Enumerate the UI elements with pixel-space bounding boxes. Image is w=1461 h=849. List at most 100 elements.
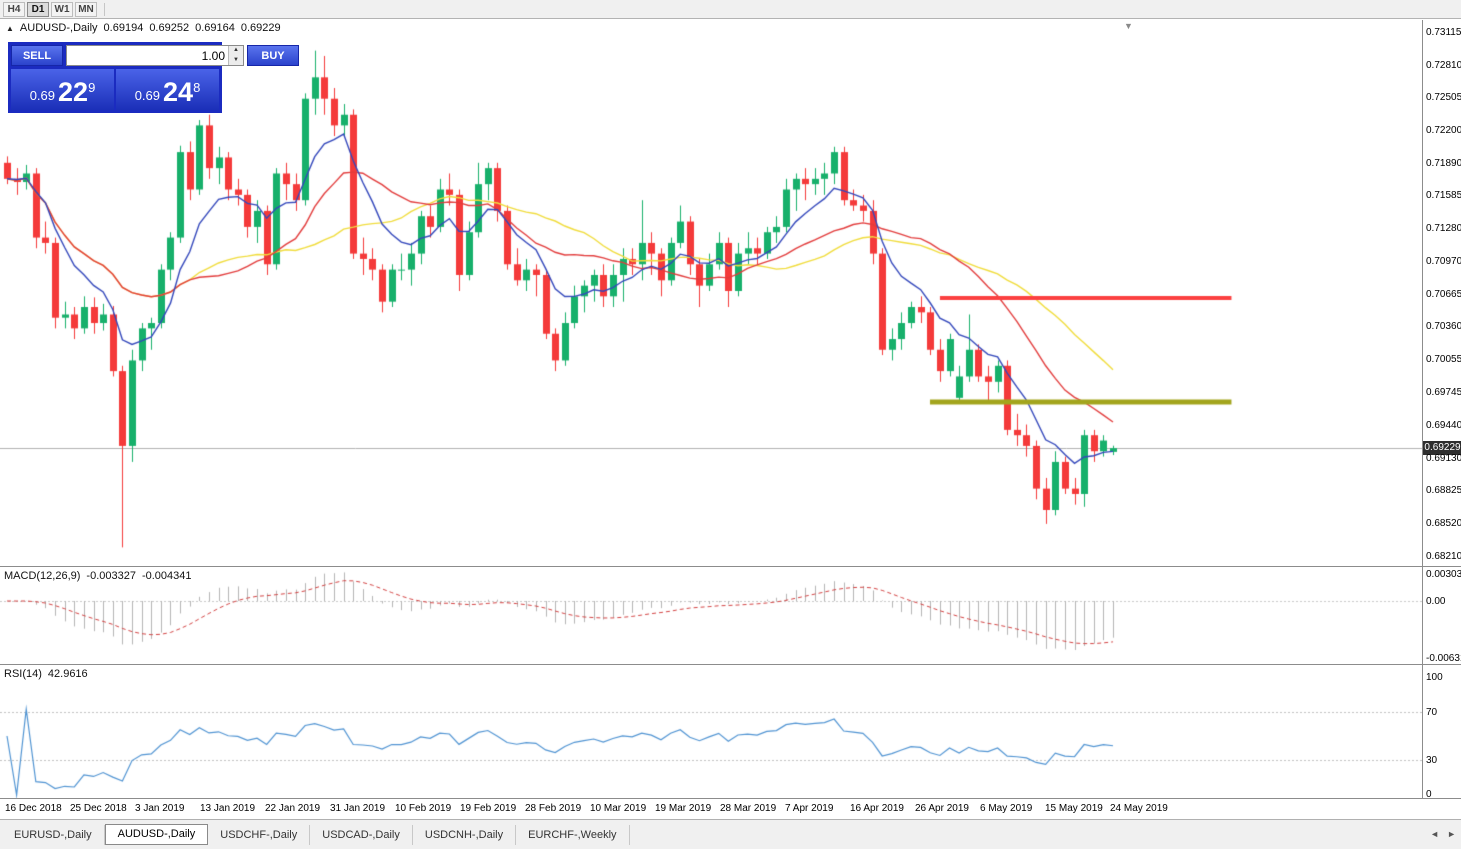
chart-close-value: 0.69229 xyxy=(240,22,281,34)
macd-name: MACD(12,26,9) xyxy=(4,570,81,582)
date-axis-label: 26 Apr 2019 xyxy=(915,803,969,814)
rsi-axis-30: 30 xyxy=(1426,755,1438,766)
volume-up-icon[interactable]: ▲ xyxy=(229,46,243,56)
volume-stepper[interactable]: ▲ ▼ xyxy=(66,45,244,66)
price-axis-label: 0.70970 xyxy=(1426,256,1461,268)
date-axis-label: 24 May 2019 xyxy=(1110,803,1168,814)
buy-price-pipette: 8 xyxy=(193,80,201,95)
date-axis-label: 28 Mar 2019 xyxy=(720,803,777,814)
price-axis-label: 0.72505 xyxy=(1426,92,1461,104)
price-axis-label: 0.73115 xyxy=(1426,27,1461,38)
macd-signal-value: -0.004341 xyxy=(141,570,192,582)
candlestick-chart[interactable] xyxy=(0,20,1422,566)
buy-price-display[interactable]: 0.69 24 8 xyxy=(116,69,219,110)
price-axis-label: 0.71280 xyxy=(1426,223,1461,235)
price-axis-label: 0.70360 xyxy=(1426,321,1461,333)
price-axis-label: 0.71890 xyxy=(1426,157,1461,169)
macd-axis-min: -0.006311 xyxy=(1426,653,1461,664)
chart-high-value: 0.69252 xyxy=(149,22,190,34)
main-macd-splitter[interactable] xyxy=(0,566,1461,567)
date-axis-label: 19 Mar 2019 xyxy=(655,803,712,814)
chart-ohlc-header: ▲ AUDUSD-,Daily 0.69194 0.69252 0.69164 … xyxy=(6,22,281,34)
tab-usdcad-daily[interactable]: USDCAD-,Daily xyxy=(310,825,413,845)
rsi-axis-100: 100 xyxy=(1426,672,1443,683)
tabs-scroll-left-icon[interactable]: ◄ xyxy=(1430,829,1440,839)
date-axis-label: 7 Apr 2019 xyxy=(785,803,834,814)
macd-axis-zero: 0.00 xyxy=(1426,596,1446,607)
rsi-axis-0: 0 xyxy=(1426,789,1432,800)
tabs-scroll-right-icon[interactable]: ► xyxy=(1447,829,1456,839)
chart-autoscroll-icon[interactable]: ▼ xyxy=(1124,21,1133,31)
buy-button[interactable]: BUY xyxy=(247,45,299,66)
buy-price-base: 0.69 xyxy=(134,88,161,103)
timeframe-d1-button[interactable]: D1 xyxy=(27,1,49,17)
date-axis-label: 10 Mar 2019 xyxy=(590,803,647,814)
price-axis-divider xyxy=(1422,20,1423,799)
window-bottom-bar: EURUSD-,Daily AUDUSD-,Daily USDCHF-,Dail… xyxy=(0,819,1461,849)
date-axis-label: 31 Jan 2019 xyxy=(330,803,386,814)
chart-low-value: 0.69164 xyxy=(195,22,235,34)
date-axis-label: 19 Feb 2019 xyxy=(460,803,517,814)
macd-indicator-panel[interactable] xyxy=(0,567,1422,664)
one-click-trading-panel: SELL ▲ ▼ BUY 0.69 22 9 0.69 24 8 xyxy=(8,42,299,113)
tab-usdchf-daily[interactable]: USDCHF-,Daily xyxy=(208,825,311,845)
date-axis-label: 28 Feb 2019 xyxy=(525,803,582,814)
macd-axis-max: 0.003035 xyxy=(1426,569,1461,580)
price-axis-label: 0.71585 xyxy=(1426,190,1461,202)
sell-price-base: 0.69 xyxy=(29,88,56,103)
chart-open-value: 0.69194 xyxy=(103,22,144,34)
price-axis-label: 0.68210 xyxy=(1426,551,1461,562)
date-axis-label: 16 Dec 2018 xyxy=(5,803,62,814)
chart-tabs: EURUSD-,Daily AUDUSD-,Daily USDCHF-,Dail… xyxy=(2,824,630,845)
tab-audusd-daily[interactable]: AUDUSD-,Daily xyxy=(104,824,209,845)
rsi-label: RSI(14) 42.9616 xyxy=(4,668,88,680)
tab-eurchf-weekly[interactable]: EURCHF-,Weekly xyxy=(516,825,630,845)
price-axis-label: 0.68825 xyxy=(1426,485,1461,497)
date-axis-label: 3 Jan 2019 xyxy=(135,803,185,814)
macd-rsi-splitter[interactable] xyxy=(0,664,1461,665)
date-axis-label: 16 Apr 2019 xyxy=(850,803,904,814)
date-axis-label: 22 Jan 2019 xyxy=(265,803,321,814)
tab-usdcnh-daily[interactable]: USDCNH-,Daily xyxy=(413,825,517,845)
rsi-name: RSI(14) xyxy=(4,668,42,680)
chart-symbol-label: AUDUSD-,Daily xyxy=(19,22,98,34)
macd-label: MACD(12,26,9) -0.003327 -0.004341 xyxy=(4,570,192,582)
price-axis-label: 0.72810 xyxy=(1426,59,1461,71)
volume-spinner[interactable]: ▲ ▼ xyxy=(228,46,243,65)
timeframe-mn-button[interactable]: MN xyxy=(75,1,97,17)
bid-price-tag: 0.69229 xyxy=(1423,441,1461,456)
chart-axis-divider xyxy=(0,798,1461,799)
timeframe-toolbar: H4 D1 W1 MN xyxy=(0,0,1461,19)
volume-down-icon[interactable]: ▼ xyxy=(229,55,243,65)
price-axis-label: 0.70665 xyxy=(1426,288,1461,300)
price-axis-label: 0.68520 xyxy=(1426,517,1461,529)
date-axis-label: 15 May 2019 xyxy=(1045,803,1103,814)
rsi-value: 42.9616 xyxy=(47,668,88,680)
date-axis-label: 25 Dec 2018 xyxy=(70,803,127,814)
price-axis-label: 0.69440 xyxy=(1426,419,1461,431)
sell-button[interactable]: SELL xyxy=(11,45,63,66)
date-axis-label: 13 Jan 2019 xyxy=(200,803,256,814)
tab-eurusd-daily[interactable]: EURUSD-,Daily xyxy=(2,825,105,845)
rsi-axis-70: 70 xyxy=(1426,707,1438,718)
rsi-indicator-panel[interactable] xyxy=(0,665,1422,798)
price-axis[interactable]: 0.69229 0.73115 0.72810 0.72505 0.72200 0.71… xyxy=(1423,20,1461,800)
timeframe-h4-button[interactable]: H4 xyxy=(3,1,25,17)
sell-price-display[interactable]: 0.69 22 9 xyxy=(11,69,114,110)
price-axis-label: 0.69130 xyxy=(1426,452,1461,464)
date-axis-label: 6 May 2019 xyxy=(980,803,1033,814)
buy-price-pips: 24 xyxy=(163,77,194,107)
tab-scroll-controls: ◄ ► xyxy=(1430,829,1456,839)
timeframe-w1-button[interactable]: W1 xyxy=(51,1,73,17)
date-axis-label: 10 Feb 2019 xyxy=(395,803,452,814)
price-axis-label: 0.72200 xyxy=(1426,124,1461,136)
price-axis-label: 0.70055 xyxy=(1426,353,1461,365)
sell-price-pips: 22 xyxy=(58,77,89,107)
toolbar-divider xyxy=(104,2,105,16)
sell-price-pipette: 9 xyxy=(88,80,96,95)
time-axis[interactable]: 16 Dec 2018 25 Dec 2018 3 Jan 2019 13 Jan 2… xyxy=(0,799,1422,819)
trade-panel-toggle-icon[interactable]: ▲ xyxy=(6,23,14,33)
volume-input[interactable] xyxy=(67,46,228,65)
macd-main-value: -0.003327 xyxy=(86,570,136,582)
